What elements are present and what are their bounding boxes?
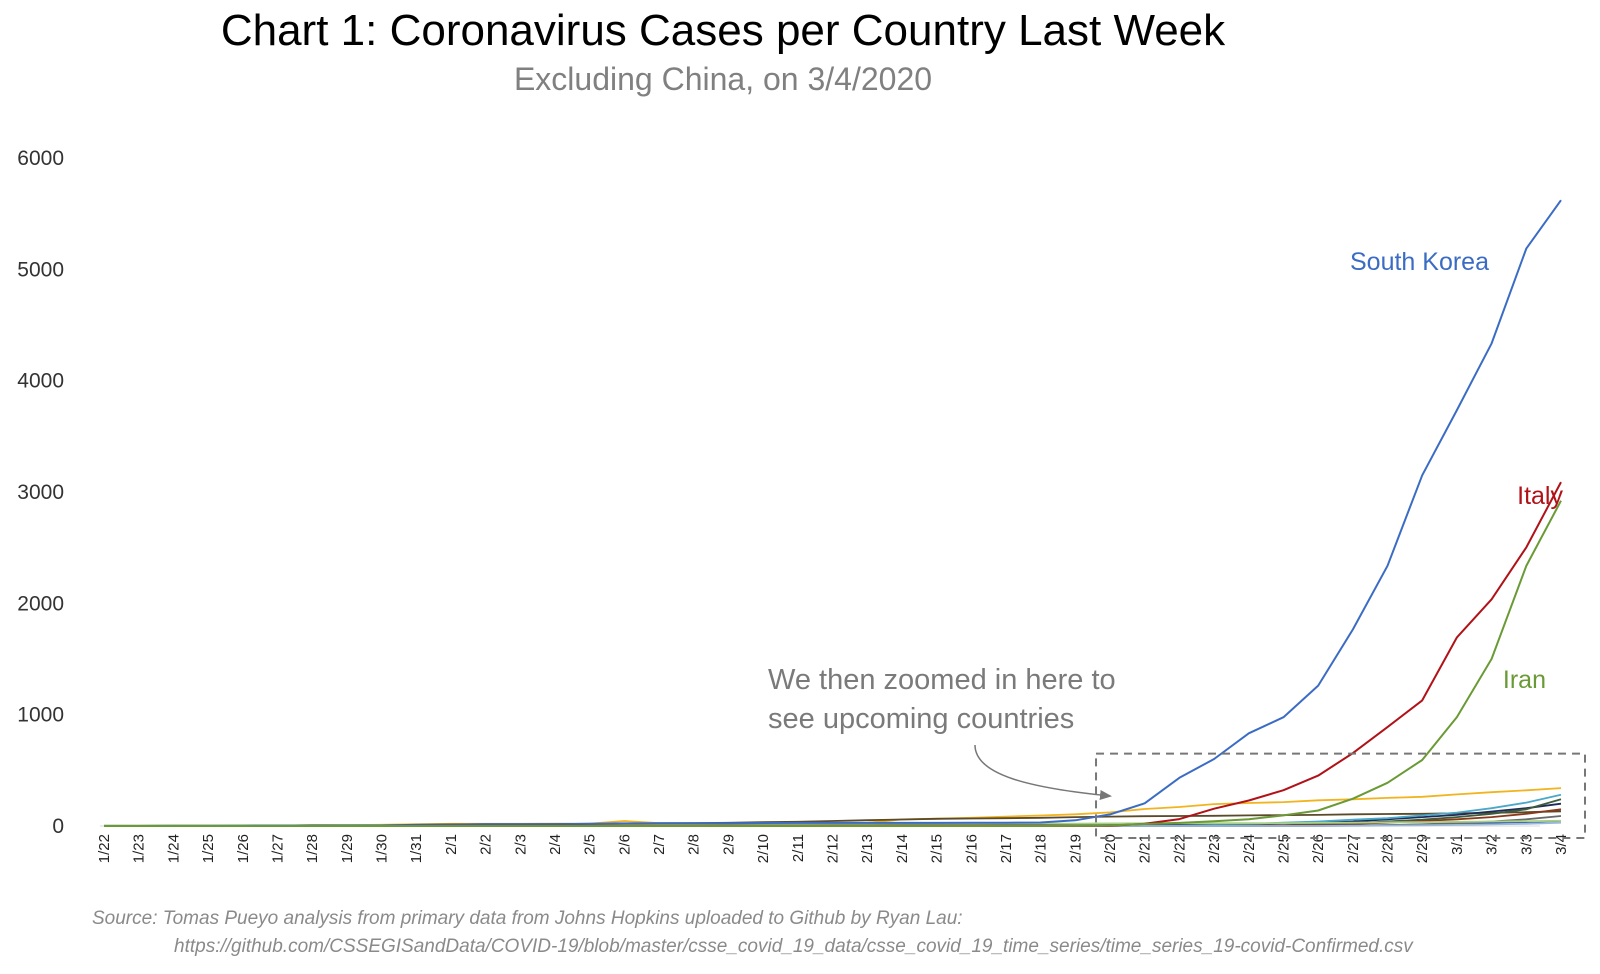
x-tick-label: 1/30 <box>374 834 391 863</box>
annotation-line-1: We then zoomed in here to <box>768 664 1116 696</box>
x-tick-label: 2/2 <box>478 834 495 855</box>
x-tick-label: 2/21 <box>1137 834 1154 863</box>
x-tick-label: 2/19 <box>1067 834 1084 863</box>
x-tick-label: 1/29 <box>339 834 356 863</box>
x-tick-label: 2/28 <box>1380 834 1397 863</box>
x-tick-label: 1/23 <box>131 834 148 863</box>
x-tick-label: 2/27 <box>1345 834 1362 863</box>
series-label-iran: Iran <box>1503 666 1546 694</box>
y-tick-label: 0 <box>52 815 64 838</box>
chart-title: Chart 1: Coronavirus Cases per Country L… <box>221 6 1226 55</box>
x-tick-label: 2/14 <box>894 834 911 863</box>
x-tick-label: 1/25 <box>200 834 217 863</box>
x-tick-label: 2/7 <box>651 834 668 855</box>
x-tick-label: 2/16 <box>963 834 980 863</box>
y-tick-label: 6000 <box>17 147 64 170</box>
x-tick-label: 1/27 <box>269 834 286 863</box>
x-tick-label: 2/3 <box>512 834 529 855</box>
series-line-italy <box>104 481 1562 827</box>
x-tick-label: 2/13 <box>859 834 876 863</box>
y-tick-label: 2000 <box>17 592 64 615</box>
series-label-italy: Italy <box>1517 482 1563 510</box>
x-tick-label: 1/28 <box>304 834 321 863</box>
x-tick-label: 2/25 <box>1275 834 1292 863</box>
y-tick-label: 3000 <box>17 481 64 504</box>
x-tick-label: 2/15 <box>929 834 946 863</box>
x-tick-label: 2/12 <box>825 834 842 863</box>
series-label-south-korea: South Korea <box>1350 248 1489 276</box>
annotation-arrow <box>974 744 1112 800</box>
y-tick-label: 4000 <box>17 370 64 393</box>
x-tick-label: 3/4 <box>1553 834 1570 855</box>
x-tick-label: 1/26 <box>235 834 252 863</box>
x-tick-label: 2/9 <box>720 834 737 855</box>
x-tick-label: 3/2 <box>1484 834 1501 855</box>
x-tick-label: 2/23 <box>1206 834 1223 863</box>
x-tick-label: 2/20 <box>1102 834 1119 863</box>
x-tick-label: 1/31 <box>408 834 425 863</box>
x-tick-label: 2/22 <box>1171 834 1188 863</box>
x-tick-label: 2/4 <box>547 834 564 855</box>
x-tick-label: 3/3 <box>1518 834 1535 855</box>
x-tick-label: 1/22 <box>96 834 113 863</box>
series-line-iran <box>104 500 1562 827</box>
x-tick-label: 2/8 <box>686 834 703 855</box>
x-tick-label: 2/18 <box>1033 834 1050 863</box>
x-tick-label: 2/26 <box>1310 834 1327 863</box>
x-tick-label: 2/6 <box>616 834 633 855</box>
x-tick-label: 2/24 <box>1241 834 1258 863</box>
x-tick-label: 1/24 <box>165 834 182 863</box>
y-tick-label: 1000 <box>17 704 64 727</box>
x-tick-label: 3/1 <box>1449 834 1466 855</box>
x-tick-label: 2/29 <box>1414 834 1431 863</box>
x-tick-label: 2/17 <box>998 834 1015 863</box>
annotation-line-2: see upcoming countries <box>768 703 1074 735</box>
zoom-box <box>1095 752 1586 840</box>
series-lines <box>104 199 1562 827</box>
source-line-2: https://github.com/CSSEGISandData/COVID-… <box>174 936 1414 957</box>
y-tick-label: 5000 <box>17 258 64 281</box>
y-axis-tick-labels: 0 1000 2000 3000 4000 5000 6000 <box>17 147 64 838</box>
source-line-1: Source: Tomas Pueyo analysis from primar… <box>92 908 963 929</box>
chart-subtitle: Excluding China, on 3/4/2020 <box>514 61 932 97</box>
x-axis-tick-labels: 1/22 1/23 1/24 1/25 1/26 1/27 1/28 1/29 1/30 1/31… <box>96 834 1570 863</box>
x-tick-label: 2/5 <box>582 834 599 855</box>
x-tick-label: 2/10 <box>755 834 772 863</box>
x-tick-label: 2/11 <box>790 834 807 862</box>
x-tick-label: 2/1 <box>443 834 460 855</box>
